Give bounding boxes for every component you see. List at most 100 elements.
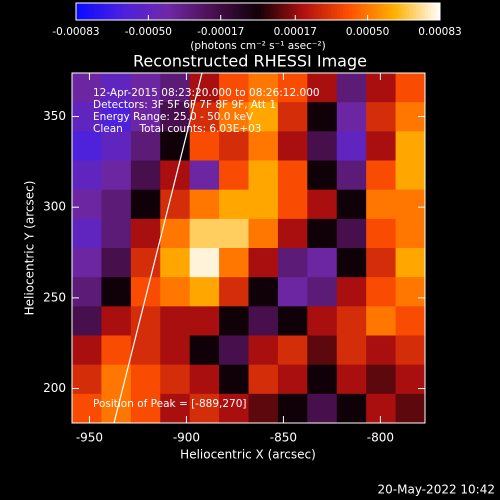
colorbar-swatch [394,3,399,20]
x-tick-label: -900 [173,431,200,445]
heatmap-cell [336,364,367,395]
heatmap-cell [189,248,220,278]
heatmap-cell [101,364,132,395]
colorbar-swatch [254,3,259,20]
colorbar-swatch [418,3,423,20]
heatmap-cell [336,160,367,191]
heatmap-cell [130,393,161,424]
colorbar-swatch [358,3,362,20]
colorbar-swatch [139,3,144,20]
colorbar-swatch [136,3,141,20]
heatmap-cell [307,335,338,366]
colorbar-swatch [127,3,132,20]
heatmap-cell [395,218,426,249]
heatmap-cell [395,189,426,220]
heatmap-cell [307,364,338,395]
colorbar-swatch [300,3,304,20]
heatmap-cell [277,189,308,220]
heatmap-cell [72,218,102,249]
colorbar-swatch [415,3,420,20]
colorbar-swatch [297,3,301,20]
heatmap-cell [160,364,191,395]
x-tick-label: -800 [367,431,394,445]
heatmap-cell [160,393,191,424]
heatmap-cell [219,102,249,132]
annotation: Clean Total counts: 6.03E+03 [93,123,262,135]
colorbar-swatch [148,3,153,20]
colorbar-swatch [352,3,356,20]
colorbar-frame [75,2,441,21]
colorbar-swatch [276,3,280,20]
colorbar-swatch [430,3,435,20]
heatmap-cell [219,335,249,366]
heatmap-cell [101,73,132,103]
heatmap-cell [307,248,338,278]
colorbar-swatch [118,3,122,20]
heatmap-cell [277,248,308,278]
colorbar-swatch [345,3,350,20]
colorbar-swatch [209,3,213,20]
colorbar-tick-label: 0.00017 [274,26,317,38]
colorbar-swatch [100,3,104,20]
colorbar-swatch [333,3,338,20]
colorbar-swatch [130,3,135,20]
heatmap-cell [101,248,132,278]
colorbar-swatch [85,3,89,20]
heatmap-cell [395,364,426,395]
colorbar-swatch [391,3,395,20]
colorbar-swatch [245,3,250,20]
heatmap-cell [130,73,161,103]
heatmap-cell [336,189,367,220]
colorbar-swatch [170,3,174,20]
colorbar-swatch [167,3,171,20]
colorbar-swatch [115,3,119,20]
heatmap-cell [189,277,220,307]
heatmap-cell [130,306,161,336]
heatmap-cell [277,102,308,132]
heatmap-cell [160,277,191,307]
heatmap-cell [160,73,191,103]
y-tick-label: 200 [43,381,66,395]
heatmap-cell [219,393,249,424]
heatmap-cell [366,277,397,307]
colorbar-swatch [103,3,107,20]
heatmap-cell [189,335,220,366]
heatmap-cell [307,393,338,424]
heatmap-cell [366,131,397,161]
y-tick-label: 350 [43,109,66,123]
colorbar-swatch [349,3,353,20]
colorbar-swatch [327,3,332,20]
heatmap-cell [72,189,102,220]
heatmap-cell [101,131,132,161]
y-tick-label: 250 [43,290,66,304]
heatmap-cell [219,189,249,220]
heatmap-cell [72,160,102,191]
heatmap-cell [101,306,132,336]
colorbar-swatch [291,3,295,20]
annotation: Detectors: 3F 5F 6F 7F 8F 9F, Att 1 [93,99,276,111]
heatmap-cell [130,131,161,161]
heatmap-cell [248,277,279,307]
heatmap-cell [101,277,132,307]
heatmap-cell [336,102,367,132]
colorbar-swatch [303,3,308,20]
heatmap-cell [248,189,279,220]
colorbar-label: (photons cm⁻² s⁻¹ asec⁻²) [190,40,325,52]
heatmap-cell [336,248,367,278]
colorbar-swatch [364,3,368,20]
heatmap-cell [395,306,426,336]
heatmap-cell [395,393,426,424]
heatmap-cell [307,189,338,220]
colorbar-swatch [285,3,289,20]
heatmap-cell [366,364,397,395]
colorbar-swatch [182,3,186,20]
heatmap-cell [160,131,191,161]
chart-title: Reconstructed RHESSI Image [133,52,367,71]
colorbar-swatch [200,3,204,20]
colorbar-swatch [264,3,268,20]
heatmap-cell [366,160,397,191]
heatmap-cell [160,248,191,278]
colorbar-swatch [339,3,344,20]
heatmap-cell [72,131,102,161]
colorbar-swatch [176,3,180,20]
